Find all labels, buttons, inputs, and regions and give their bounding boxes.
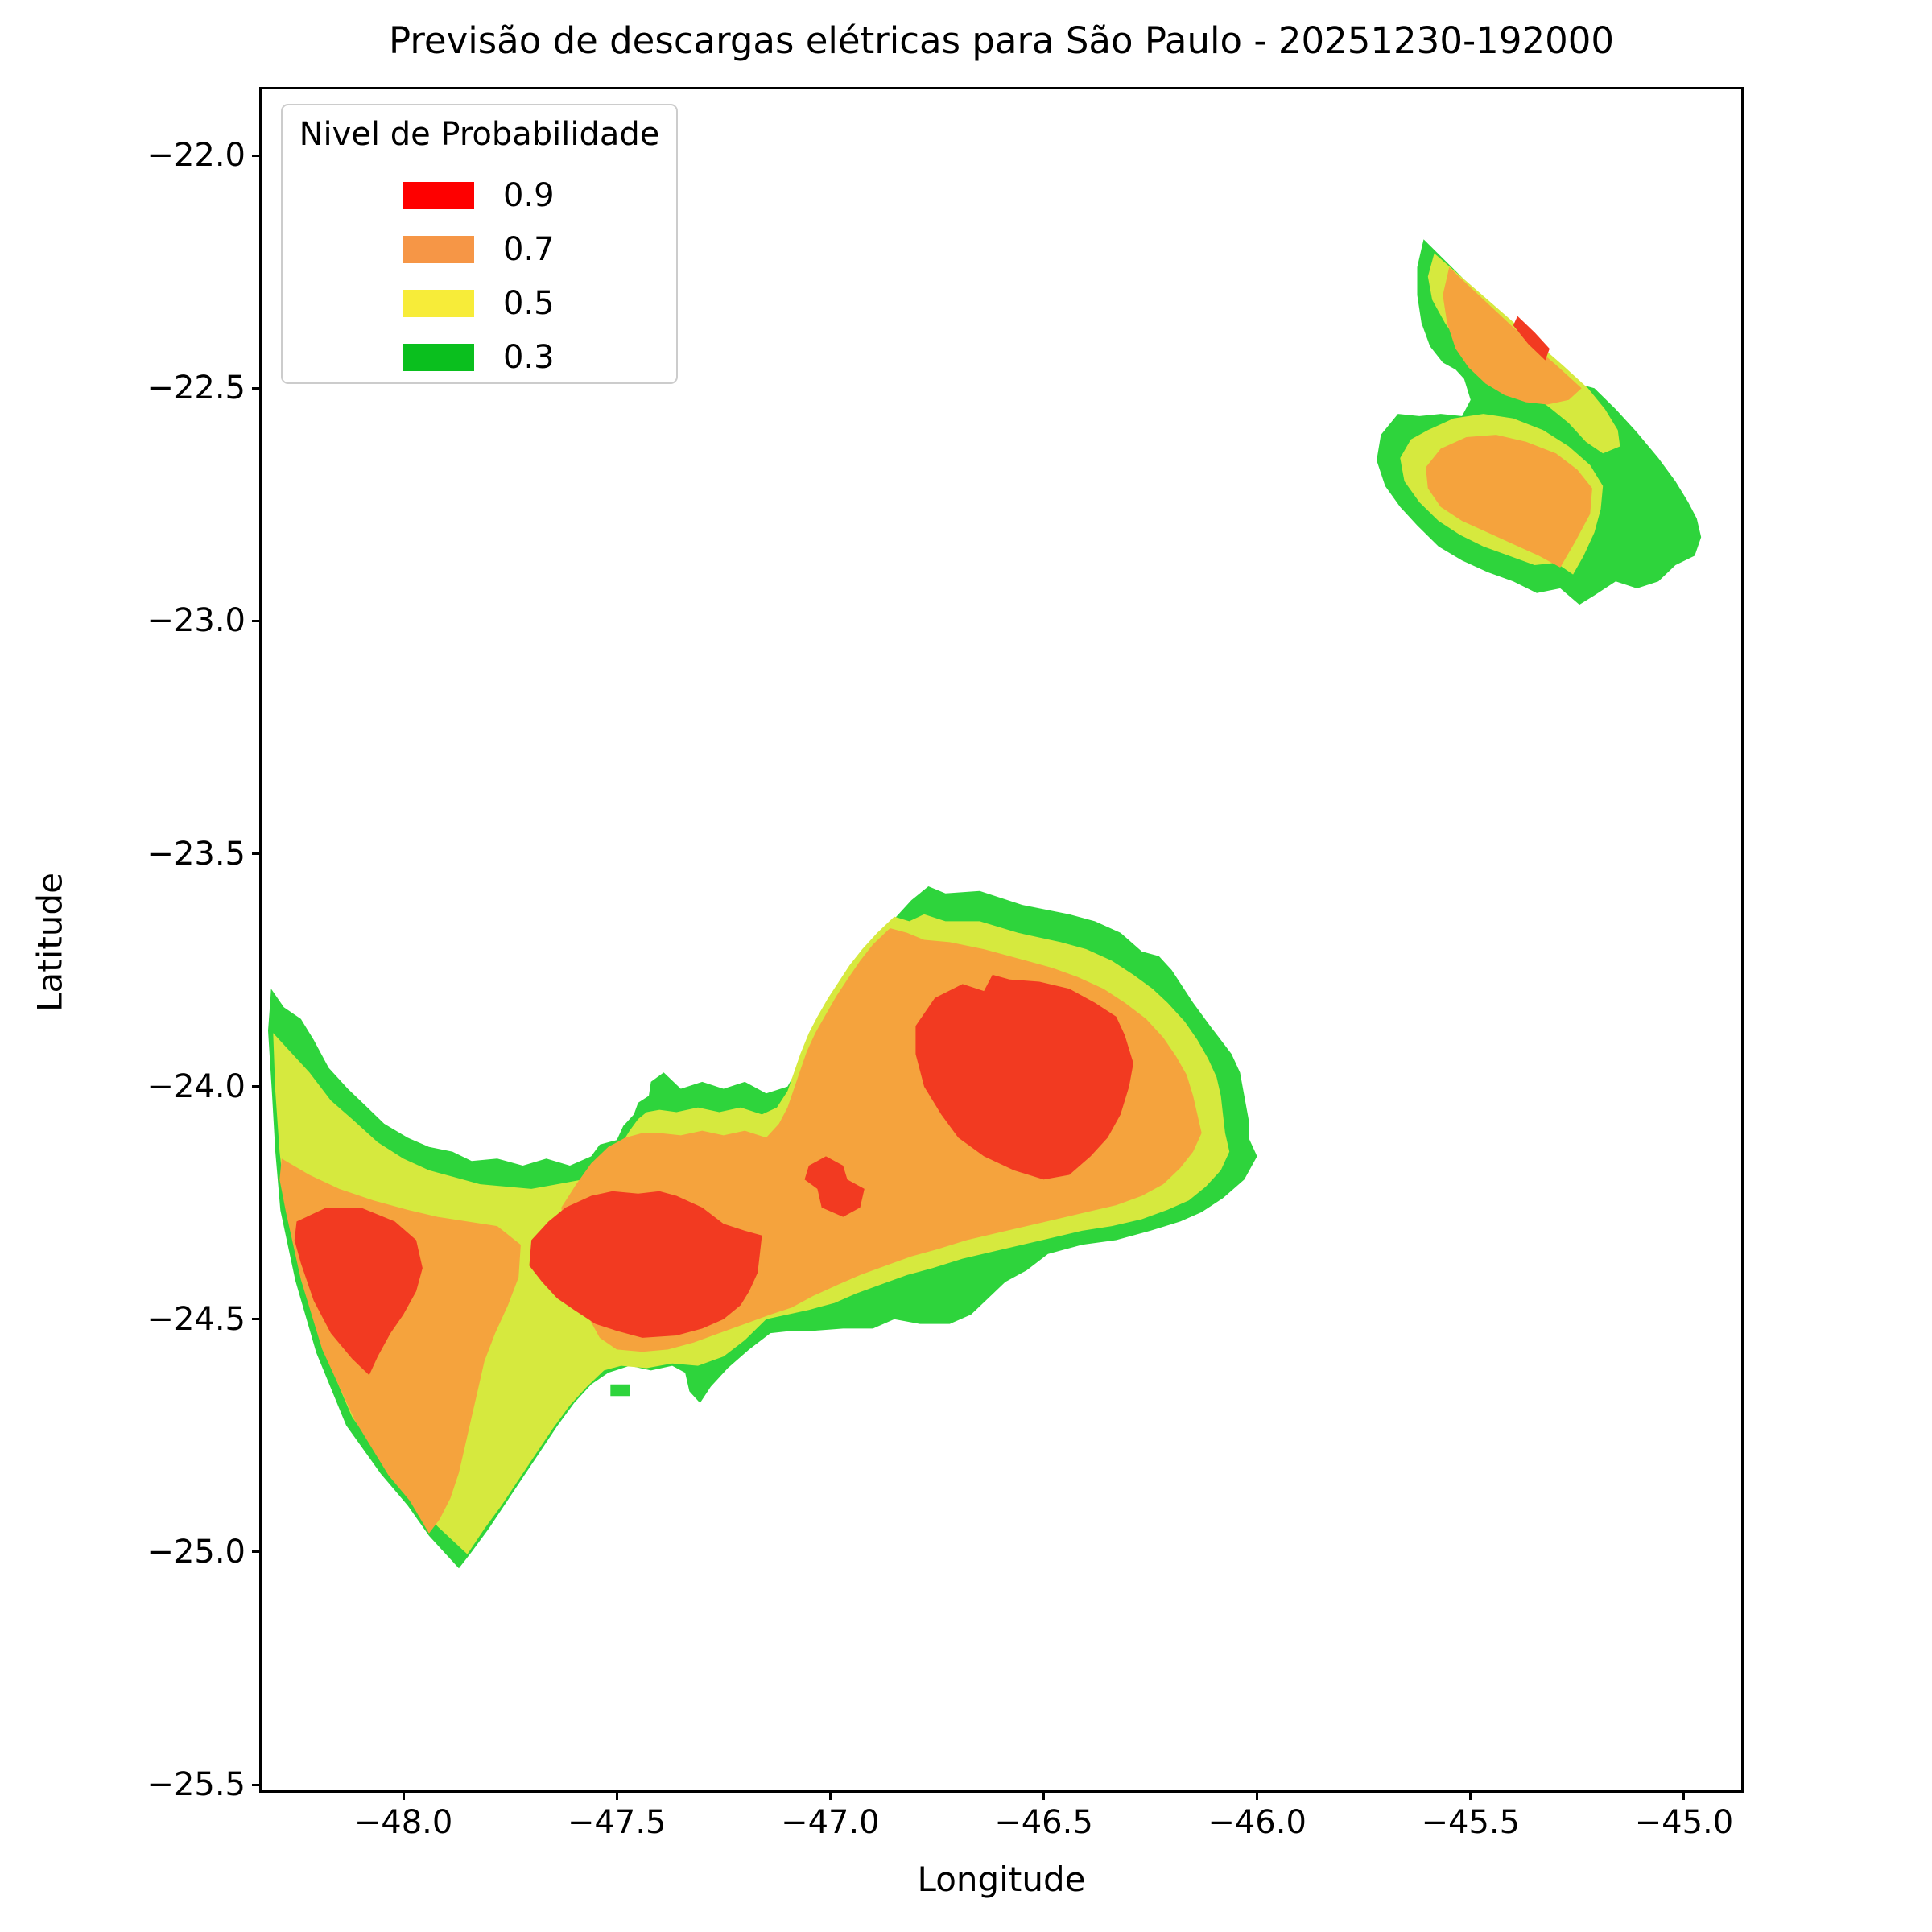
legend-item-label: 0.3 [503, 339, 555, 376]
contour-region-ne-blob-p70 [1426, 435, 1592, 568]
y-tick-mark [252, 1318, 262, 1321]
contour-map [268, 239, 1702, 1569]
x-tick-label: −47.5 [567, 1804, 667, 1841]
contour-region-main-west-p90 [294, 1208, 423, 1376]
legend-swatch-0.7 [403, 236, 474, 263]
contour-region-main-small-dot-p90 [804, 1156, 865, 1217]
y-tick-label: −22.5 [147, 369, 246, 407]
x-axis-label: Longitude [917, 1860, 1086, 1899]
x-tick-mark [1256, 1790, 1259, 1800]
contour-region-main-east-p90 [915, 974, 1133, 1180]
legend-item-label: 0.5 [503, 285, 555, 322]
y-tick-label: −23.5 [147, 835, 246, 873]
y-tick-mark [252, 154, 262, 157]
y-tick-mark [252, 1550, 262, 1554]
y-tick-mark [252, 386, 262, 390]
page-title: Previsão de descargas elétricas para São… [389, 19, 1614, 62]
x-tick-mark [828, 1790, 832, 1800]
legend-item-label: 0.9 [503, 177, 555, 214]
x-tick-label: −45.0 [1634, 1804, 1734, 1841]
x-tick-mark [1682, 1790, 1686, 1800]
y-tick-mark [252, 1085, 262, 1088]
legend-swatch-0.9 [403, 182, 474, 209]
legend-item-0.3: 0.3 [403, 339, 676, 376]
legend-swatch-0.5 [403, 290, 474, 317]
contour-region-ne-sliver-p90 [1513, 316, 1550, 361]
y-tick-label: −24.0 [147, 1067, 246, 1105]
x-tick-mark [402, 1790, 405, 1800]
x-tick-mark [1042, 1790, 1045, 1800]
contour-region-main-central-p90 [529, 1191, 762, 1338]
y-axis-label: Latitude [30, 873, 70, 1012]
x-tick-label: −46.5 [994, 1804, 1093, 1841]
y-tick-label: −24.5 [147, 1300, 246, 1338]
legend: Nivel de Probabilidade 0.9 0.7 0.5 0.3 [281, 104, 678, 384]
x-tick-mark [1469, 1790, 1472, 1800]
legend-item-0.9: 0.9 [403, 177, 676, 214]
x-tick-label: −46.0 [1208, 1804, 1307, 1841]
y-tick-label: −25.5 [147, 1766, 246, 1804]
legend-item-0.7: 0.7 [403, 231, 676, 268]
legend-title: Nivel de Probabilidade [299, 116, 660, 153]
y-tick-mark [252, 852, 262, 856]
y-tick-label: −22.0 [147, 137, 246, 175]
y-tick-label: −25.0 [147, 1533, 246, 1571]
legend-item-label: 0.7 [503, 231, 555, 268]
x-tick-label: −45.5 [1421, 1804, 1521, 1841]
axes-frame [259, 87, 1744, 1793]
y-tick-mark [252, 1783, 262, 1786]
y-tick-mark [252, 619, 262, 622]
x-tick-label: −48.0 [353, 1804, 453, 1841]
x-tick-mark [615, 1790, 618, 1800]
legend-item-0.5: 0.5 [403, 285, 676, 322]
contour-region-main-storm-speck-p30 [610, 1384, 630, 1397]
y-tick-label: −23.0 [147, 602, 246, 640]
legend-items: 0.9 0.7 0.5 0.3 [283, 177, 676, 376]
legend-swatch-0.3 [403, 344, 474, 371]
contour-region-ne-wedge-p70 [1443, 266, 1582, 405]
x-tick-label: −47.0 [781, 1804, 880, 1841]
